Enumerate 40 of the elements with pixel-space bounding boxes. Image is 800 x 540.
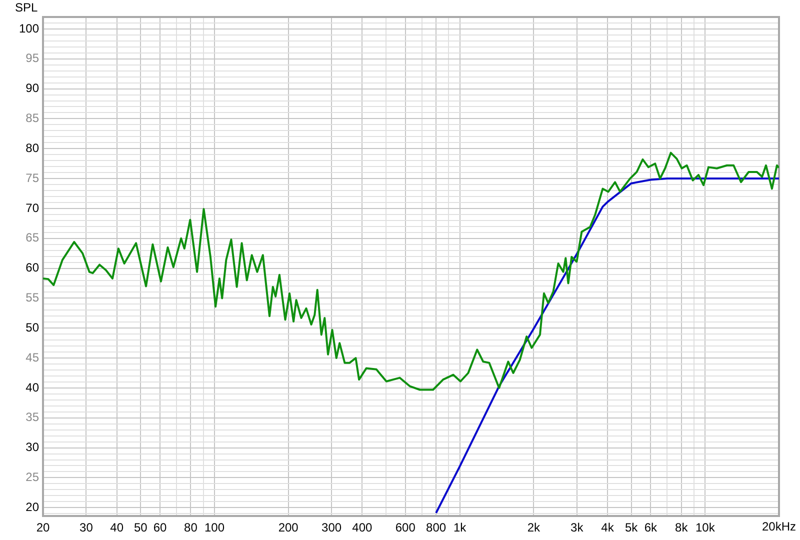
x-axis-title: Hz	[781, 519, 796, 534]
y-tick-label: 40	[26, 380, 40, 394]
x-tick-label: 1k	[453, 520, 468, 535]
y-tick-label: 100	[18, 21, 40, 36]
x-tick-label: 4k	[601, 520, 615, 535]
y-tick-label: 35	[26, 410, 40, 424]
y-tick-label: 55	[26, 290, 40, 305]
y-tick-label: 45	[26, 350, 40, 364]
x-tick-label: 40	[110, 520, 124, 535]
x-tick-label: 600	[395, 520, 416, 535]
x-tick-label: 50	[134, 520, 148, 535]
x-tick-label: 10k	[695, 520, 716, 535]
y-tick-label: 30	[26, 440, 40, 454]
x-tick-label: 800	[426, 520, 446, 535]
x-tick-label: 8k	[675, 520, 689, 535]
x-tick-label: 80	[184, 520, 198, 535]
x-tick-label: 6k	[644, 520, 658, 535]
x-tick-label: 20	[36, 520, 50, 535]
y-tick-label: 20	[26, 500, 40, 514]
y-tick-label: 70	[26, 200, 40, 215]
y-tick-label: 90	[26, 81, 40, 96]
x-tick-label: 30	[80, 520, 94, 535]
y-tick-label: 75	[26, 170, 40, 185]
y-tick-label: 95	[26, 51, 40, 66]
y-tick-label: 50	[26, 320, 40, 334]
x-tick-label: 5k	[624, 520, 639, 535]
x-tick-label: 300	[322, 520, 342, 535]
y-tick-label: 85	[26, 111, 40, 126]
x-tick-label: 100	[204, 520, 225, 535]
y-tick-label: 65	[26, 230, 40, 245]
x-tick-label: 60	[153, 520, 168, 535]
y-tick-label: 25	[26, 470, 40, 484]
x-tick-label: 200	[278, 520, 299, 535]
y-axis-title: SPL	[15, 0, 38, 14]
y-tick-label: 80	[26, 140, 40, 155]
x-tick-label: 3k	[570, 520, 584, 535]
y-tick-label: 60	[26, 260, 40, 275]
x-tick-label: 20k	[762, 519, 782, 534]
x-tick-label: 2k	[527, 520, 541, 535]
x-tick-label: 400	[352, 520, 373, 535]
